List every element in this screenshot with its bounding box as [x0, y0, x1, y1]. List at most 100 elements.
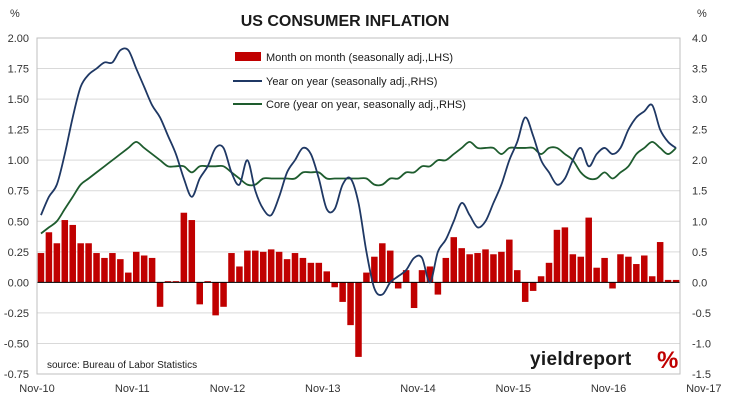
mom-bar	[434, 282, 442, 295]
left-axis-unit: %	[10, 8, 20, 20]
mom-bar	[426, 266, 434, 283]
mom-bar	[537, 276, 545, 283]
mom-bar	[204, 281, 211, 283]
mom-bar	[577, 256, 585, 283]
mom-bar	[315, 262, 323, 283]
mom-bar	[371, 256, 378, 283]
mom-bar	[402, 270, 410, 283]
left-tick-label: 0.25	[8, 247, 29, 259]
x-tick-label: Nov-14	[400, 383, 435, 395]
mom-bar	[553, 229, 561, 283]
x-tick-label: Nov-10	[19, 383, 54, 395]
mom-bar	[664, 279, 672, 283]
mom-bar	[648, 276, 656, 283]
mom-bar	[625, 256, 632, 283]
mom-bar	[363, 272, 370, 283]
mom-bar	[307, 262, 315, 283]
x-tick-label: Nov-11	[115, 383, 150, 395]
mom-bar	[299, 257, 307, 283]
mom-bar	[466, 254, 473, 283]
mom-bar	[140, 255, 148, 283]
mom-bar	[85, 243, 92, 283]
chart-title: US CONSUMER INFLATION	[241, 13, 450, 30]
headline-yoy-line	[40, 47, 677, 296]
mom-bar	[529, 282, 537, 291]
left-tick-label: 0.75	[8, 186, 29, 198]
mom-bar	[585, 217, 592, 283]
right-axis: 4.0 3.5 3.0 2.5 2.0 1.5 1.0 0.5 0.0 -0.5 -1.0 -1.5	[692, 33, 711, 381]
x-tick-label: Nov-15	[496, 383, 531, 395]
mom-bar	[291, 253, 299, 283]
right-axis-unit: %	[697, 8, 707, 20]
mom-bar	[196, 282, 203, 305]
mom-bar	[267, 249, 275, 283]
x-tick-label: Nov-17	[686, 383, 721, 395]
mom-bars	[37, 212, 680, 357]
left-tick-label: 1.75	[8, 64, 29, 76]
mom-bar	[498, 251, 505, 283]
mom-bar	[117, 259, 124, 283]
mom-bar	[132, 251, 140, 283]
legend: Month on month (seasonally adj.,LHS) Yea…	[233, 52, 466, 111]
mom-bar	[569, 254, 577, 283]
legend-label-mom: Month on month (seasonally adj.,LHS)	[266, 52, 453, 64]
x-tick-label: Nov-12	[210, 383, 245, 395]
left-tick-label: 2.00	[8, 33, 29, 45]
percent-logo-icon: %	[657, 347, 678, 374]
mom-bar	[482, 249, 489, 283]
mom-bar	[601, 257, 608, 283]
mom-bar	[244, 250, 251, 283]
mom-bar	[347, 282, 354, 326]
mom-bar	[672, 279, 680, 283]
mom-bar	[490, 254, 497, 283]
right-tick-label: -1.5	[692, 369, 711, 381]
mom-bar	[180, 212, 188, 283]
left-tick-label: -0.25	[4, 308, 29, 320]
right-tick-label: 3.5	[692, 64, 707, 76]
brand-wordmark: yieldreport	[530, 349, 632, 370]
right-tick-label: 3.0	[692, 94, 707, 106]
mom-bar	[410, 282, 418, 309]
mom-bar	[37, 253, 45, 283]
mom-bar	[593, 267, 600, 283]
mom-bar	[101, 257, 108, 283]
mom-bar	[331, 282, 338, 288]
right-tick-label: 0.0	[692, 277, 707, 289]
left-tick-label: 0.00	[8, 277, 29, 289]
mom-bar	[521, 282, 529, 302]
left-tick-label: 1.00	[8, 155, 29, 167]
right-tick-label: 4.0	[692, 33, 707, 45]
mom-bar	[545, 262, 553, 283]
mom-bar	[236, 266, 243, 283]
mom-bar	[633, 264, 640, 283]
mom-bar	[339, 282, 346, 302]
mom-bar	[323, 271, 331, 283]
left-axis: 2.00 1.75 1.50 1.25 1.00 0.75 0.50 0.25 0.00 -0.2…	[4, 33, 29, 381]
legend-swatch-mom	[235, 52, 261, 61]
mom-bar	[93, 253, 100, 283]
mom-bar	[109, 253, 116, 283]
mom-bar	[355, 282, 362, 357]
legend-label-core: Core (year on year, seasonally adj.,RHS)	[266, 99, 466, 111]
mom-bar	[172, 281, 180, 283]
mom-bar	[394, 282, 402, 289]
mom-bar	[561, 227, 569, 283]
mom-bar	[164, 281, 172, 283]
mom-bar	[45, 232, 53, 283]
left-tick-label: -0.75	[4, 369, 29, 381]
mom-bar	[379, 243, 386, 283]
source-note: source: Bureau of Labor Statistics	[47, 360, 197, 371]
brand-logo: yieldreport %	[530, 347, 678, 374]
right-tick-label: 2.5	[692, 125, 707, 137]
right-tick-label: 2.0	[692, 155, 707, 167]
left-tick-label: -0.50	[4, 338, 29, 350]
left-tick-label: 1.50	[8, 94, 29, 106]
mom-bar	[386, 250, 394, 283]
mom-bar	[617, 254, 624, 283]
series-lines	[40, 47, 677, 296]
plot-frame	[36, 37, 681, 375]
mom-bar	[474, 253, 481, 283]
left-tick-label: 1.25	[8, 125, 29, 137]
left-tick-label: 0.50	[8, 216, 29, 228]
